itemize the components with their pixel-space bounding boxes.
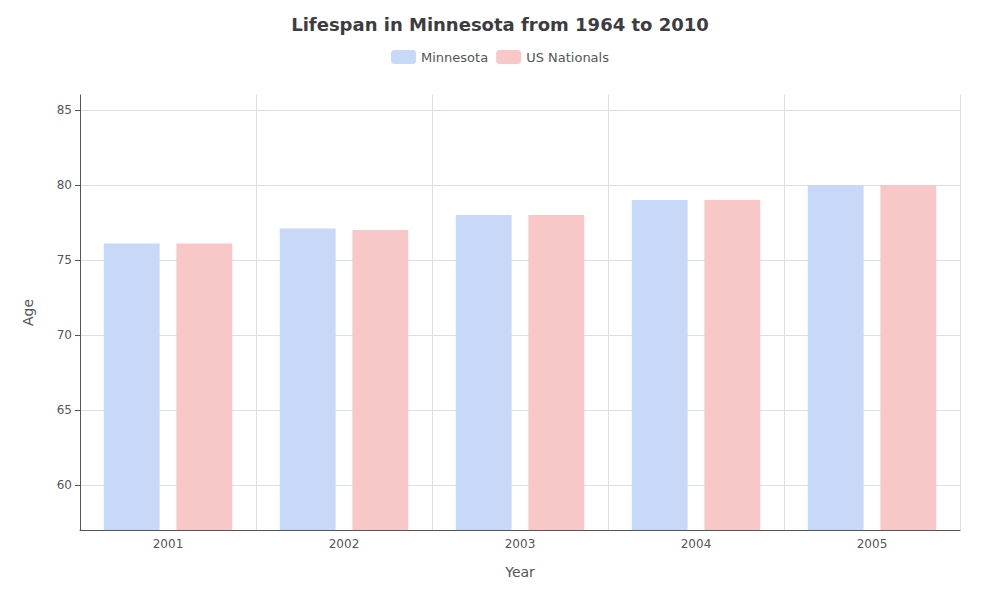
svg-text:2005: 2005: [857, 537, 888, 551]
svg-text:Minnesota: Minnesota: [421, 50, 488, 65]
svg-text:US Nationals: US Nationals: [526, 50, 609, 65]
svg-text:70: 70: [57, 328, 72, 342]
svg-text:Year: Year: [504, 564, 535, 580]
svg-text:Age: Age: [20, 299, 36, 326]
svg-text:2002: 2002: [329, 537, 360, 551]
svg-text:75: 75: [57, 253, 72, 267]
svg-text:Lifespan in Minnesota from 196: Lifespan in Minnesota from 1964 to 2010: [291, 14, 709, 35]
svg-text:2001: 2001: [153, 537, 184, 551]
svg-text:2003: 2003: [505, 537, 536, 551]
svg-text:2004: 2004: [681, 537, 712, 551]
svg-text:85: 85: [57, 103, 72, 117]
svg-text:80: 80: [57, 178, 72, 192]
svg-text:60: 60: [57, 478, 72, 492]
svg-text:65: 65: [57, 403, 72, 417]
